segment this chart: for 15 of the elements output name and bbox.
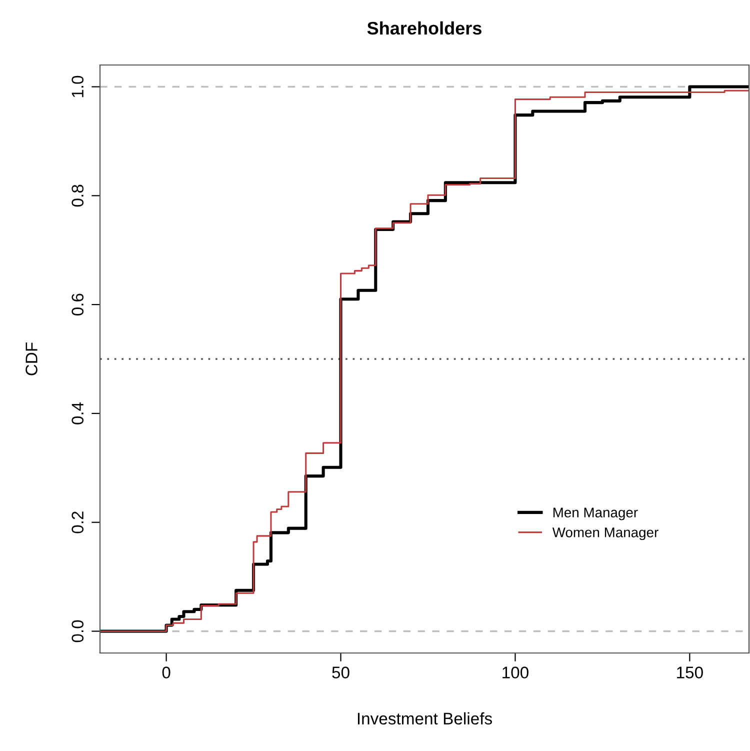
legend-label: Women Manager [552, 528, 658, 540]
x-tick-label: 50 [332, 666, 350, 678]
x-tick-label: 150 [677, 666, 703, 678]
x-tick-label: 100 [502, 666, 528, 678]
y-tick-label: 1.0 [72, 76, 84, 98]
y-tick-label: 0.4 [72, 402, 84, 424]
y-tick-label: 0.0 [72, 620, 84, 642]
y-tick-label: 0.6 [72, 294, 84, 316]
x-tick-label: 0 [162, 666, 170, 678]
x-axis-title: Investment Beliefs [358, 712, 492, 725]
y-axis-title: CDF [26, 342, 38, 376]
legend-label: Men Manager [553, 508, 638, 520]
chart-title: Shareholders [367, 21, 482, 35]
y-tick-label: 0.8 [72, 184, 84, 207]
y-tick-label: 0.2 [72, 512, 84, 534]
